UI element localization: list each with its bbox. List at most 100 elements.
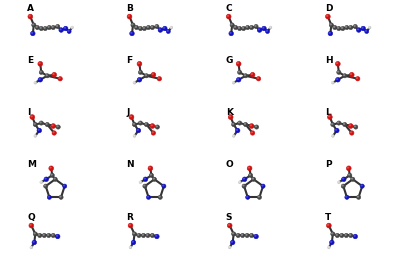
Text: G: G [226,56,233,65]
Circle shape [336,62,340,66]
Ellipse shape [151,125,152,126]
Ellipse shape [228,224,230,225]
Circle shape [234,25,238,30]
Circle shape [328,246,330,249]
Circle shape [334,128,339,133]
Circle shape [345,195,349,199]
Circle shape [50,173,54,177]
Ellipse shape [230,32,231,33]
Circle shape [56,25,60,29]
Circle shape [144,74,148,78]
Ellipse shape [52,125,53,126]
Circle shape [151,72,156,77]
Circle shape [333,25,337,30]
Ellipse shape [355,126,356,127]
Circle shape [262,26,266,31]
Circle shape [30,115,35,120]
Circle shape [269,26,272,29]
Circle shape [139,181,142,184]
Ellipse shape [247,196,248,197]
Ellipse shape [233,82,234,83]
Circle shape [250,25,254,30]
Circle shape [236,62,241,66]
Text: C: C [226,4,232,13]
Circle shape [353,234,358,239]
Circle shape [137,77,142,82]
Circle shape [38,77,42,82]
Ellipse shape [332,233,333,234]
Ellipse shape [40,122,41,123]
Circle shape [346,166,351,171]
Circle shape [137,62,142,66]
Circle shape [332,81,334,84]
Ellipse shape [244,75,246,76]
Circle shape [341,26,345,31]
Circle shape [129,246,132,249]
Circle shape [353,25,357,29]
Circle shape [240,233,245,238]
Circle shape [242,177,247,182]
Ellipse shape [64,27,66,28]
Circle shape [38,233,42,238]
Circle shape [158,195,162,199]
Circle shape [52,72,57,77]
Ellipse shape [153,178,154,179]
Circle shape [331,232,335,236]
Circle shape [250,72,255,77]
Circle shape [246,25,250,30]
Circle shape [341,184,345,188]
Circle shape [356,77,360,81]
Ellipse shape [57,126,58,127]
Ellipse shape [262,185,263,186]
Circle shape [43,26,47,31]
Circle shape [230,240,235,245]
Text: E: E [27,56,34,65]
Circle shape [331,122,335,127]
Circle shape [29,223,34,228]
Ellipse shape [250,125,251,126]
Circle shape [59,195,63,199]
Circle shape [228,115,233,120]
Circle shape [30,31,35,36]
Circle shape [71,26,74,29]
Circle shape [146,25,150,30]
Circle shape [32,23,36,27]
Ellipse shape [252,178,253,179]
Circle shape [30,246,33,249]
Circle shape [39,121,43,125]
Circle shape [138,121,142,125]
Ellipse shape [54,178,55,179]
Circle shape [56,234,60,239]
Circle shape [254,234,258,239]
Circle shape [354,125,358,129]
Ellipse shape [45,185,46,186]
Circle shape [63,26,68,31]
Ellipse shape [332,82,333,83]
Ellipse shape [349,174,350,175]
Ellipse shape [332,135,333,136]
Circle shape [67,30,71,34]
Circle shape [337,70,341,74]
Circle shape [129,115,134,120]
Circle shape [42,233,46,238]
Circle shape [49,166,54,171]
Ellipse shape [48,196,49,197]
Circle shape [28,14,33,19]
Ellipse shape [53,132,54,133]
Circle shape [245,233,249,238]
Circle shape [146,233,150,238]
Circle shape [143,177,148,182]
Circle shape [35,25,39,30]
Circle shape [155,125,160,129]
Text: R: R [126,213,134,221]
Circle shape [40,181,43,184]
Circle shape [144,122,148,127]
Ellipse shape [150,174,151,175]
Text: T: T [325,213,331,221]
Circle shape [328,31,333,36]
Circle shape [247,166,252,171]
Circle shape [229,31,234,36]
Text: P: P [325,160,332,169]
Ellipse shape [132,24,133,25]
Circle shape [349,72,354,77]
